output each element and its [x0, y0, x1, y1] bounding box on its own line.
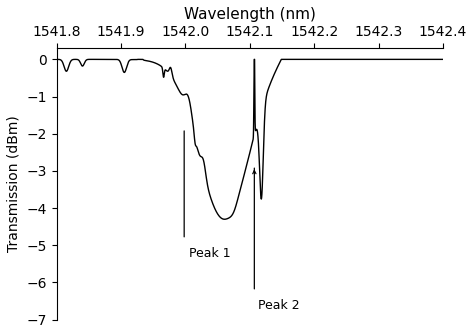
Text: Peak 2: Peak 2 [258, 299, 300, 312]
Y-axis label: Transmission (dBm): Transmission (dBm) [7, 116, 21, 252]
Text: Peak 1: Peak 1 [189, 247, 230, 260]
X-axis label: Wavelength (nm): Wavelength (nm) [184, 7, 316, 22]
